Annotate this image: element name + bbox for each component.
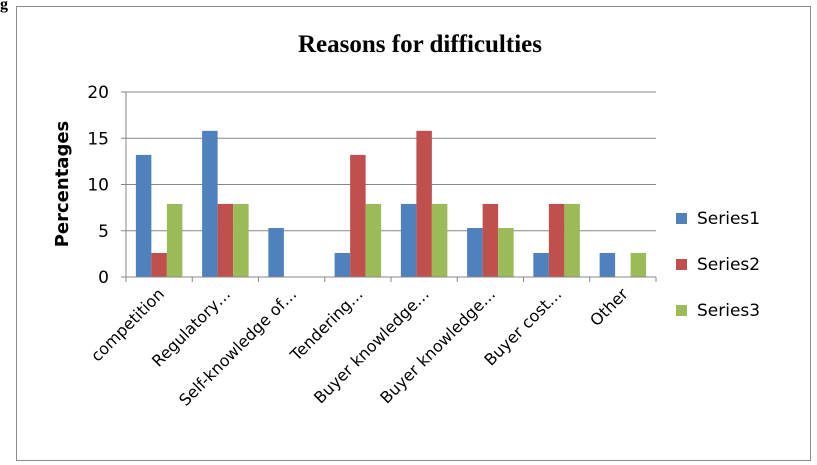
legend-swatch-series3	[676, 305, 687, 316]
bar-series2-0	[151, 252, 167, 277]
legend-swatch-series2	[676, 259, 687, 270]
bar-series1-7	[599, 252, 616, 277]
bar-series1-5	[467, 227, 483, 277]
legend-label-series3: Series3	[697, 301, 760, 321]
bar-series1-1	[202, 130, 218, 277]
y-tick-label: 5	[98, 222, 109, 242]
bar-series1-0	[135, 154, 152, 277]
bar-series2-3	[350, 154, 366, 277]
bar-series2-5	[482, 203, 499, 277]
legend-label-series2: Series2	[697, 255, 760, 275]
y-tick-labels: 0 5 10 15 20	[87, 83, 109, 288]
y-tick-label: 15	[87, 129, 109, 149]
bar-series1-3	[334, 252, 351, 277]
bar-series3-3	[365, 203, 382, 277]
y-tick-label: 0	[98, 268, 109, 288]
legend: Series1 Series2 Series3	[676, 209, 760, 321]
axes	[125, 92, 657, 282]
y-tick-label: 20	[87, 83, 109, 103]
bars	[135, 130, 647, 277]
bar-series3-5	[498, 227, 514, 277]
bar-series2-4	[416, 130, 432, 277]
chart-title: Reasons for difficulties	[298, 31, 542, 58]
bar-series3-4	[431, 203, 448, 277]
y-axis-label: Percentages	[52, 121, 73, 248]
bar-series3-1	[233, 203, 249, 277]
x-tick-label: Other	[586, 284, 632, 330]
bar-series1-4	[400, 203, 417, 277]
bar-series3-0	[166, 203, 183, 277]
bar-series1-2	[268, 227, 284, 277]
bar-series2-1	[217, 203, 234, 277]
x-tick-label: Buyer knowledge…	[376, 284, 499, 407]
legend-swatch-series1	[676, 213, 687, 224]
bar-series3-7	[630, 252, 647, 277]
bar-series1-6	[533, 252, 549, 277]
y-tick-label: 10	[87, 176, 109, 196]
x-tick-label: Buyer knowledge…	[310, 284, 433, 407]
x-tick-label: Self-knowledge of…	[175, 284, 300, 409]
bar-series3-6	[564, 203, 580, 277]
figure-label-fragment: g	[0, 0, 8, 13]
legend-label-series1: Series1	[697, 209, 760, 229]
bar-series2-6	[548, 203, 565, 277]
